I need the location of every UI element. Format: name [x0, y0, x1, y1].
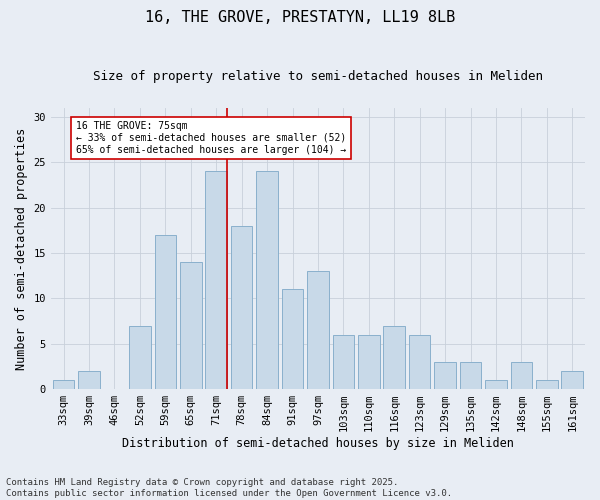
- Bar: [129, 326, 151, 389]
- Bar: [256, 172, 278, 389]
- Bar: [78, 371, 100, 389]
- Bar: [511, 362, 532, 389]
- Bar: [332, 334, 354, 389]
- Bar: [383, 326, 405, 389]
- Text: Contains HM Land Registry data © Crown copyright and database right 2025.
Contai: Contains HM Land Registry data © Crown c…: [6, 478, 452, 498]
- Text: 16, THE GROVE, PRESTATYN, LL19 8LB: 16, THE GROVE, PRESTATYN, LL19 8LB: [145, 10, 455, 25]
- Bar: [562, 371, 583, 389]
- Bar: [536, 380, 557, 389]
- Bar: [231, 226, 253, 389]
- Bar: [155, 235, 176, 389]
- X-axis label: Distribution of semi-detached houses by size in Meliden: Distribution of semi-detached houses by …: [122, 437, 514, 450]
- Text: 16 THE GROVE: 75sqm
← 33% of semi-detached houses are smaller (52)
65% of semi-d: 16 THE GROVE: 75sqm ← 33% of semi-detach…: [76, 122, 347, 154]
- Bar: [434, 362, 456, 389]
- Bar: [460, 362, 481, 389]
- Bar: [53, 380, 74, 389]
- Bar: [180, 262, 202, 389]
- Bar: [358, 334, 380, 389]
- Bar: [485, 380, 507, 389]
- Bar: [307, 271, 329, 389]
- Bar: [205, 172, 227, 389]
- Bar: [409, 334, 430, 389]
- Y-axis label: Number of semi-detached properties: Number of semi-detached properties: [15, 128, 28, 370]
- Bar: [282, 290, 304, 389]
- Title: Size of property relative to semi-detached houses in Meliden: Size of property relative to semi-detach…: [93, 70, 543, 83]
